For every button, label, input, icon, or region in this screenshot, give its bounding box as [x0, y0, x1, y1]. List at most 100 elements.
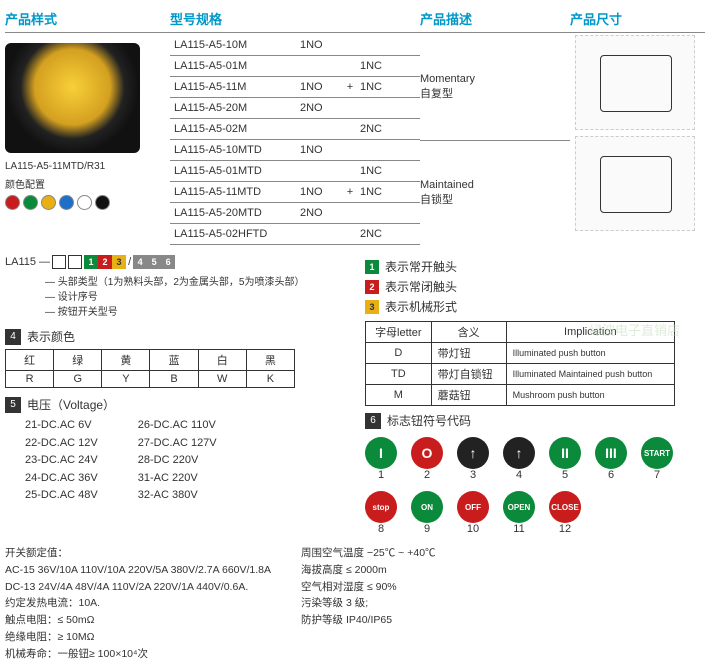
rating-line: 机械寿命：一般钮≥ 100×10⁴次 — [5, 646, 271, 663]
code-square: 1 — [84, 255, 98, 269]
desc-column: Momentary 自复型 Maintained 自锁型 — [420, 35, 570, 245]
symbol-icon: START — [641, 437, 673, 469]
symbol-number: 10 — [467, 523, 479, 535]
dimension-drawing-front — [575, 136, 695, 231]
symbol-number: 7 — [654, 469, 660, 481]
symbol-number: 6 — [608, 469, 614, 481]
spec-code: LA115-A5-01M — [170, 60, 300, 72]
symbol-item: I1 — [365, 437, 397, 481]
spec-nc: 1NC — [360, 81, 400, 93]
symbol-icon: O — [411, 437, 443, 469]
header-spec: 型号规格 — [170, 5, 420, 32]
letter-zh: 蘑菇钮 — [431, 385, 506, 406]
legend-column: 1表示常开触头2表示常闭触头3表示机械形式 字母letter 含义 Implic… — [365, 255, 705, 535]
voltage-item: 31-AC 220V — [138, 470, 217, 488]
symbol-icon: stop — [365, 491, 397, 523]
section-num: 4 — [5, 329, 21, 345]
spec-row: LA115-A5-10MTD 1NO — [170, 140, 420, 161]
spec-row: LA115-A5-20M 2NO — [170, 98, 420, 119]
color-zh: 红 — [6, 350, 54, 371]
desc-en: Momentary — [420, 73, 570, 85]
symbol-item: ↑4 — [503, 437, 535, 481]
voltage-item: 24-DC.AC 36V — [25, 470, 98, 488]
color-dot — [59, 195, 74, 210]
legend-num: 2 — [365, 280, 379, 294]
dimension-column — [570, 35, 705, 245]
code-prefix: LA115 — — [5, 256, 50, 268]
symbol-item: O2 — [411, 437, 443, 481]
spec-no: 1NO — [300, 39, 340, 51]
legend-text: 表示常开触头 — [385, 258, 457, 275]
code-format-line: LA115 — 123 / 456 — [5, 255, 350, 269]
symbol-number: 3 — [470, 469, 476, 481]
color-zh: 蓝 — [150, 350, 198, 371]
voltage-item: 32-AC 380V — [138, 487, 217, 505]
section-4-header: 4 表示颜色 — [5, 328, 350, 345]
rating-line: 绝缘电阻：≥ 10MΩ — [5, 629, 271, 646]
dimension-drawing-side — [575, 35, 695, 130]
rating-line: DC-13 24V/4A 48V/4A 110V/2A 220V/1A 440V… — [5, 579, 271, 596]
symbol-icon: ↑ — [457, 437, 489, 469]
letter-row: M蘑菇钮Mushroom push button — [366, 385, 675, 406]
env-line: 海拔高度 ≤ 2000m — [301, 562, 436, 579]
letter-zh: 带灯自锁钮 — [431, 364, 506, 385]
letter-zh: 带灯钮 — [431, 343, 506, 364]
color-dots — [5, 195, 170, 210]
symbol-icon: CLOSE — [549, 491, 581, 523]
spec-plus: + — [340, 81, 360, 93]
voltage-item: 26-DC.AC 110V — [138, 417, 217, 435]
symbol-number: 5 — [562, 469, 568, 481]
spec-no: 2NO — [300, 207, 340, 219]
spec-code: LA115-A5-10M — [170, 39, 300, 51]
symbol-item: III6 — [595, 437, 627, 481]
spec-no: 1NO — [300, 144, 340, 156]
spec-nc: 1NC — [360, 186, 400, 198]
code-square: 4 — [133, 255, 147, 269]
slash: / — [128, 256, 131, 268]
spec-row: LA115-A5-11M 1NO + 1NC — [170, 77, 420, 98]
product-image — [5, 43, 140, 153]
legend-text: 表示常闭触头 — [385, 278, 457, 295]
spec-table: LA115-A5-10M 1NO LA115-A5-01M 1NCLA115-A… — [170, 35, 420, 245]
color-en: K — [246, 371, 294, 388]
section-6-header: 6 标志钮符号代码 — [365, 412, 705, 429]
desc-zh: 自复型 — [420, 85, 570, 101]
code-square: 3 — [112, 255, 126, 269]
spec-code: LA115-A5-11M — [170, 81, 300, 93]
symbol-icon: ON — [411, 491, 443, 523]
color-config-label: 颜色配置 — [5, 176, 170, 191]
desc-maintained: Maintained 自锁型 — [420, 141, 570, 246]
code-square: 2 — [98, 255, 112, 269]
symbol-number: 4 — [516, 469, 522, 481]
section-num: 5 — [5, 397, 21, 413]
symbol-icon: II — [549, 437, 581, 469]
voltage-item: 25-DC.AC 48V — [25, 487, 98, 505]
symbol-item: OFF10 — [457, 491, 489, 535]
spec-no: 2NO — [300, 102, 340, 114]
th-meaning: 含义 — [431, 322, 506, 343]
voltage-item: 23-DC.AC 24V — [25, 452, 98, 470]
code-square: 6 — [161, 255, 175, 269]
rating-line: 约定发热电流：10A. — [5, 595, 271, 612]
th-implication: Implication — [506, 322, 674, 343]
color-en: B — [150, 371, 198, 388]
spec-row: LA115-A5-20MTD 2NO — [170, 203, 420, 224]
spec-row: LA115-A5-02M 2NC — [170, 119, 420, 140]
color-zh: 黑 — [246, 350, 294, 371]
header-style: 产品样式 — [5, 5, 170, 32]
symbol-number: 9 — [424, 523, 430, 535]
ratings-block: 开关额定值： AC-15 36V/10A 110V/10A 220V/5A 38… — [5, 545, 271, 663]
symbol-icon: I — [365, 437, 397, 469]
symbol-number: 8 — [378, 523, 384, 535]
code-breakdown: LA115 — 123 / 456 — 头部类型（1为熟料头部，2为金属头部，5… — [5, 255, 350, 535]
rating-line: 触点电阻：≤ 50mΩ — [5, 612, 271, 629]
placeholder-box — [52, 255, 66, 269]
spec-nc: 1NC — [360, 165, 400, 177]
letter-code: TD — [366, 364, 432, 385]
spec-nc: 2NC — [360, 228, 400, 240]
color-en: G — [54, 371, 102, 388]
env-line: 周围空气温度 −25℃ ~ +40℃ — [301, 545, 436, 562]
section-label: 标志钮符号代码 — [387, 412, 471, 429]
symbol-number: 2 — [424, 469, 430, 481]
color-dot — [95, 195, 110, 210]
